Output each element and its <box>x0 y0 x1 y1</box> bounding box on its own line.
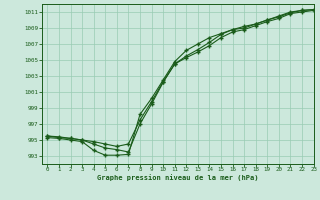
X-axis label: Graphe pression niveau de la mer (hPa): Graphe pression niveau de la mer (hPa) <box>97 175 258 181</box>
